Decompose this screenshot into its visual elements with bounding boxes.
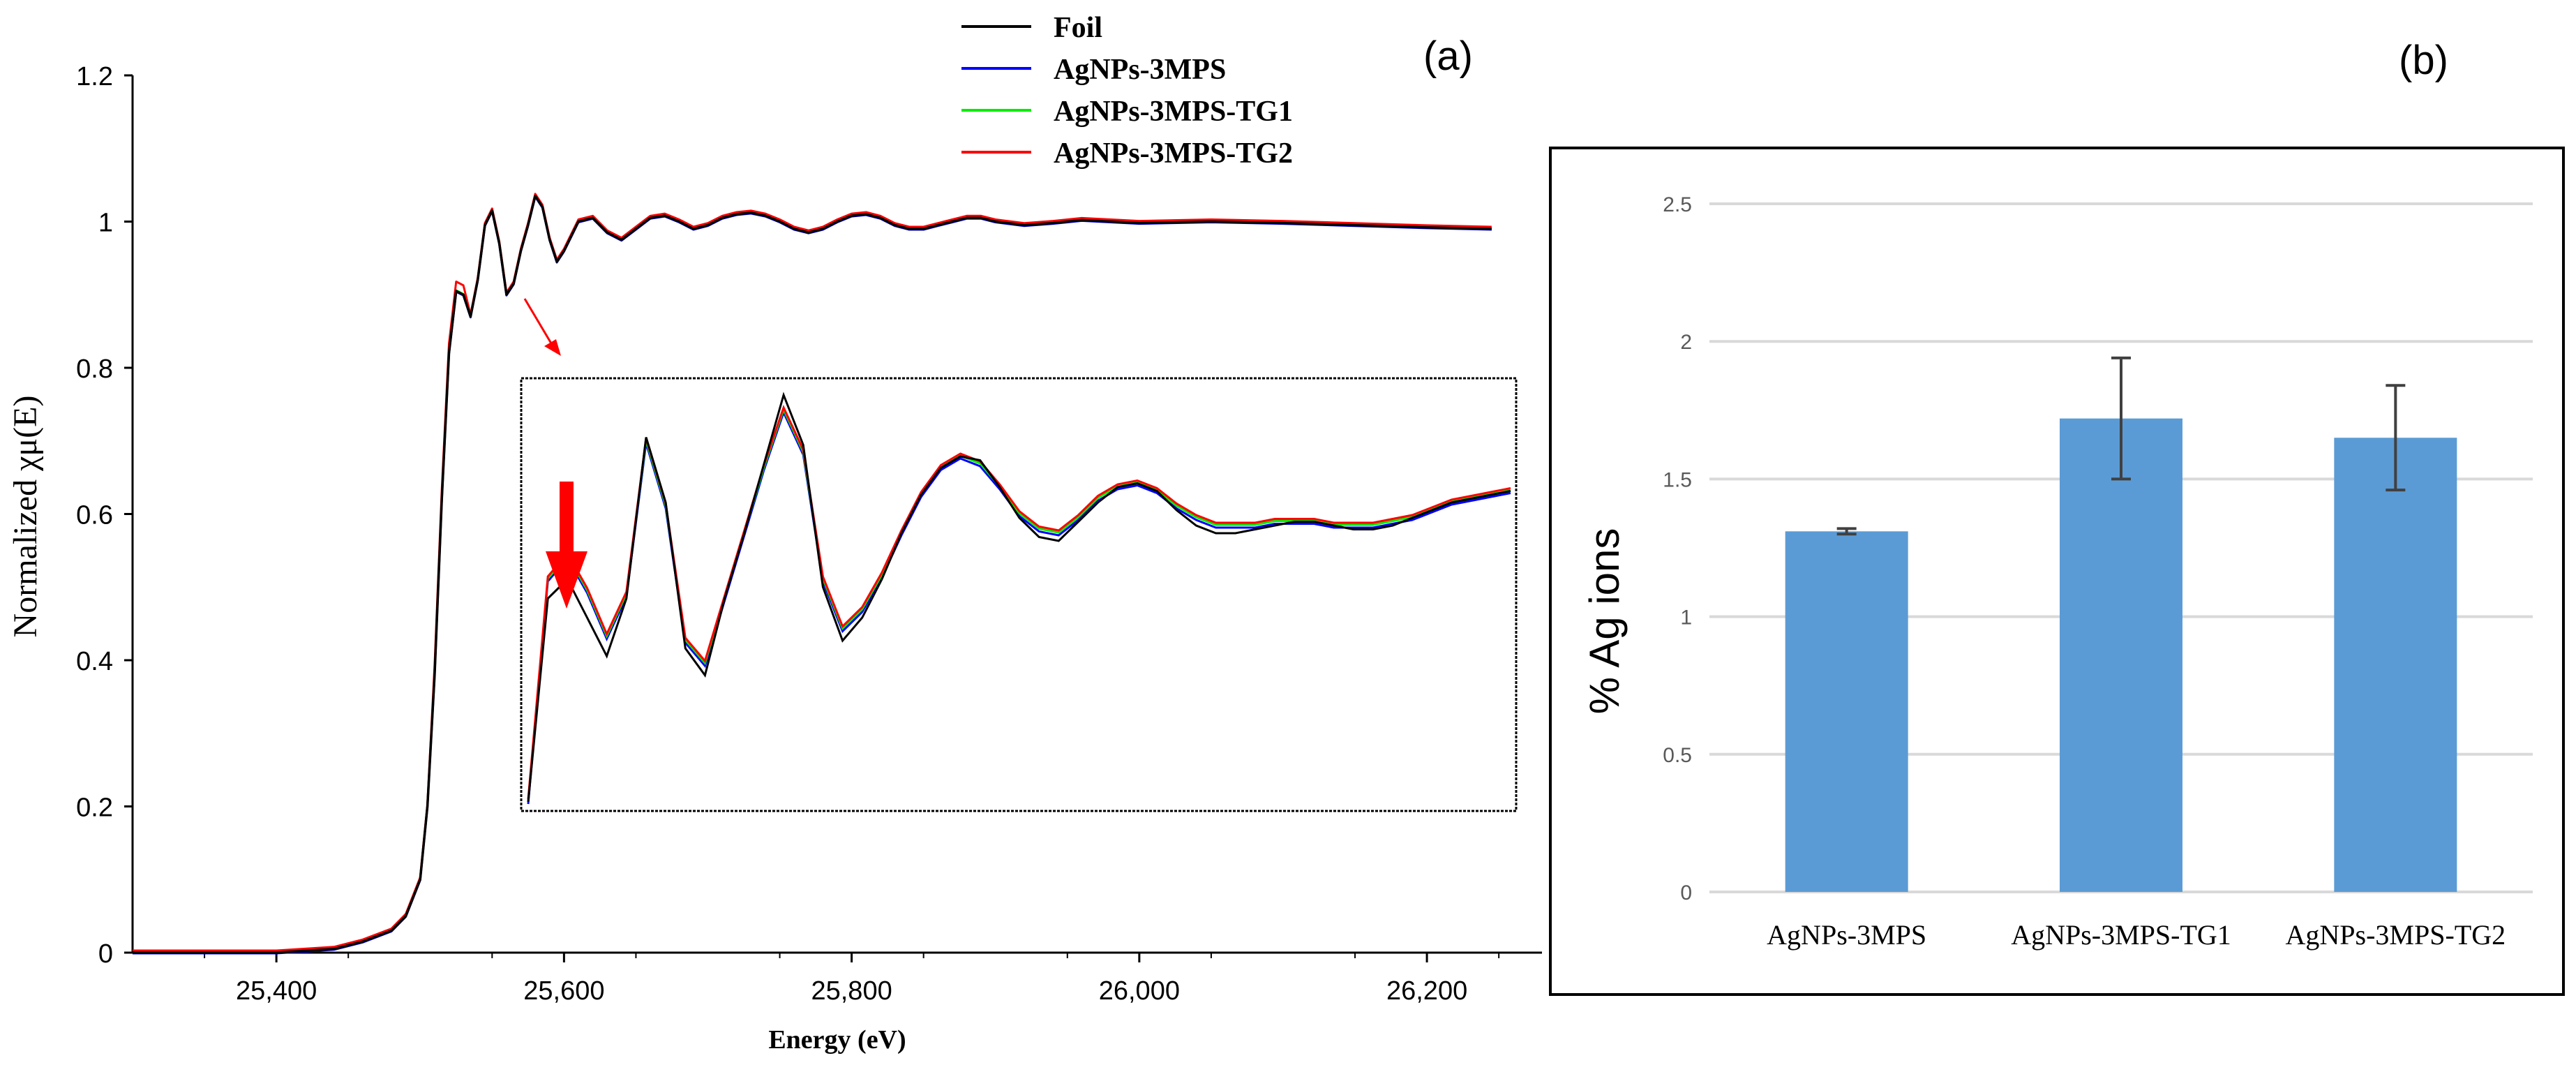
a-ytick-label: 0.2 <box>76 794 113 823</box>
axis-b-ylabel: % Ag ions <box>1581 528 1628 715</box>
b-category-label: AgNPs-3MPS <box>1767 919 1926 951</box>
b-ytick-label: 2 <box>1680 331 1692 354</box>
series-agnps-3mps-tg2 <box>133 193 1492 952</box>
a-xtick-label: 25,400 <box>236 976 317 1006</box>
inset-frame <box>520 377 1518 812</box>
axis-a-xlabel: Energy (eV) <box>768 1025 906 1055</box>
panel-a-chart: 0 0.2 0.4 0.6 0.8 1 1.2 25,400 25,600 25,800 26,0… <box>7 12 1542 1055</box>
a-xtick-label: 26,000 <box>1099 976 1180 1006</box>
a-ytick-label: 1.2 <box>76 62 113 91</box>
inset-series <box>527 404 1511 800</box>
b-ytick-label: 0 <box>1680 881 1692 904</box>
bar-agnps-3mps <box>1785 531 1908 892</box>
a-ytick-label: 0.8 <box>76 355 113 384</box>
a-xtick-label: 25,800 <box>811 976 892 1006</box>
b-category-label: AgNPs-3MPS-TG2 <box>2286 919 2506 951</box>
b-category-label: AgNPs-3MPS-TG1 <box>2011 919 2231 951</box>
b-ytick-label: 0.5 <box>1663 744 1692 767</box>
a-ytick-label: 1 <box>98 209 113 238</box>
inset-series-foil <box>527 392 1511 803</box>
b-ytick-label: 1 <box>1680 606 1692 630</box>
inset-pointer-arrowhead <box>544 339 561 356</box>
legend-label: AgNPs-3MPS-TG1 <box>1054 96 1293 128</box>
b-ytick-label: 1.5 <box>1663 468 1692 491</box>
b-ytick-label: 2.5 <box>1663 193 1692 216</box>
bar-agnps-3mps-tg1 <box>2060 418 2182 892</box>
legend-label: Foil <box>1054 12 1102 44</box>
legend-label: AgNPs-3MPS-TG2 <box>1054 137 1293 170</box>
inset-zoom <box>520 377 1518 812</box>
panel-a-label: (a) <box>1423 33 1473 79</box>
series-foil <box>133 195 1492 954</box>
panel-b-label: (b) <box>2399 38 2448 83</box>
a-ytick-label: 0.4 <box>76 647 113 676</box>
a-xtick-label: 26,200 <box>1386 976 1467 1006</box>
inset-series <box>527 406 1511 802</box>
axis-a-ylabel: Normalized χμ(E) <box>7 396 44 638</box>
a-ytick-label: 0.6 <box>76 501 113 530</box>
a-xtick-label: 25,600 <box>523 976 604 1006</box>
inset-highlight-arrowhead <box>546 551 587 609</box>
inset-highlight-arrow-shaft <box>560 482 574 553</box>
bar-agnps-3mps-tg2 <box>2334 438 2457 892</box>
legend: Foil AgNPs-3MPS AgNPs-3MPS-TG1 AgNPs-3MPS-T… <box>961 12 1293 170</box>
inset-pointer-arrow <box>523 298 553 344</box>
legend-label: AgNPs-3MPS <box>1054 54 1226 86</box>
a-ytick-label: 0 <box>98 939 113 969</box>
panel-b-chart: 0 0.5 1 1.5 2 2.5 AgNPs-3MPS AgNPs-3MPS-TG1 AgN… <box>1549 147 2565 996</box>
